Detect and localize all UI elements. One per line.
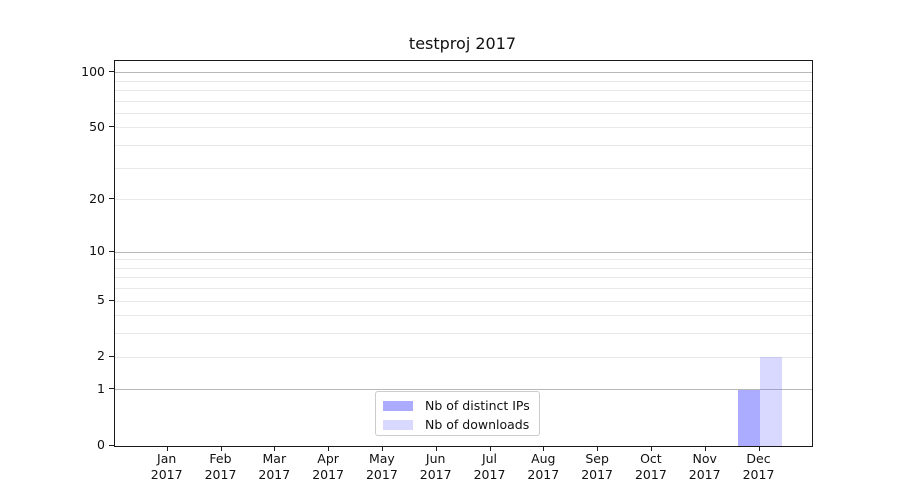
x-tick-mark — [650, 446, 652, 451]
gridline-major — [115, 72, 812, 74]
gridline-minor — [115, 259, 812, 261]
y-tick-mark — [109, 250, 114, 252]
x-tick-label-year: 2017 — [312, 467, 344, 482]
x-tick-label: Oct 2017 — [623, 451, 679, 483]
legend-label-distinct-ips: Nb of distinct IPs — [425, 398, 530, 413]
legend-item-distinct-ips: Nb of distinct IPs — [376, 397, 539, 415]
x-tick-mark — [597, 446, 599, 451]
y-tick-mark — [109, 388, 114, 390]
y-tick-label: 0 — [97, 437, 105, 452]
y-tick-label: 2 — [97, 348, 105, 364]
x-tick-mark — [381, 446, 383, 451]
y-tick-label: 5 — [97, 292, 105, 308]
gridline-major — [115, 389, 812, 391]
x-tick-label-year: 2017 — [742, 467, 775, 482]
gridline-minor — [115, 90, 812, 91]
x-tick-mark — [166, 446, 168, 451]
bar-downloads — [759, 357, 782, 446]
legend: Nb of distinct IPs Nb of downloads — [375, 391, 540, 436]
gridline-minor — [115, 145, 812, 147]
x-tick-label-year: 2017 — [150, 467, 183, 482]
x-tick-label-year: 2017 — [365, 467, 398, 482]
plot-area — [114, 60, 813, 447]
legend-swatch-distinct-ips — [383, 401, 413, 411]
y-tick-mark — [109, 355, 114, 357]
chart-title: testproj 2017 — [408, 34, 517, 53]
x-tick-label-year: 2017 — [581, 467, 613, 482]
x-tick-mark — [220, 446, 222, 451]
y-tick-label: 50 — [89, 118, 105, 134]
x-tick-label: Apr 2017 — [300, 451, 356, 483]
gridline-minor — [115, 80, 812, 82]
x-tick-label: Nov 2017 — [677, 451, 733, 483]
y-tick-label: 1 — [97, 380, 105, 396]
x-tick-label-year: 2017 — [419, 467, 452, 482]
y-tick-mark — [109, 126, 114, 128]
y-tick-mark — [109, 299, 114, 301]
gridline-minor — [115, 277, 812, 279]
x-tick-label-year: 2017 — [258, 467, 291, 482]
y-tick-label: 10 — [89, 243, 105, 258]
x-tick-label: Dec 2017 — [731, 451, 787, 483]
gridline-minor — [115, 315, 812, 317]
x-tick-mark — [758, 446, 760, 451]
x-tick-label-year: 2017 — [688, 467, 721, 482]
gridline-minor — [115, 300, 812, 302]
x-tick-label-year: 2017 — [204, 467, 237, 482]
x-tick-label: May 2017 — [354, 451, 410, 483]
y-tick-mark — [109, 444, 114, 446]
gridline-minor — [115, 288, 812, 290]
x-tick-mark — [489, 446, 491, 451]
x-tick-label-year: 2017 — [634, 467, 667, 482]
x-tick-label: Jul 2017 — [462, 451, 518, 483]
legend-label-downloads: Nb of downloads — [425, 417, 530, 432]
x-tick-label: Jun 2017 — [408, 451, 464, 483]
x-tick-label: Feb 2017 — [193, 451, 249, 483]
gridline-minor — [115, 333, 812, 335]
gridline-major — [115, 251, 812, 253]
gridline-minor — [115, 113, 812, 114]
y-tick-label: 100 — [81, 63, 105, 79]
x-tick-label-year: 2017 — [527, 467, 560, 482]
x-tick-mark — [435, 446, 437, 451]
bar-distinct-ips — [737, 389, 760, 446]
gridline-minor — [115, 267, 812, 269]
x-tick-label: Mar 2017 — [246, 451, 302, 483]
legend-item-downloads: Nb of downloads — [376, 416, 539, 434]
y-tick-label: 20 — [89, 190, 105, 206]
x-tick-label: Aug 2017 — [515, 451, 571, 483]
x-tick-mark — [274, 446, 276, 451]
x-tick-label: Sep 2017 — [569, 451, 625, 483]
y-tick-mark — [109, 71, 114, 73]
x-tick-label-year: 2017 — [473, 467, 506, 482]
gridline-minor — [115, 167, 812, 169]
x-tick-mark — [704, 446, 706, 451]
gridline-minor — [115, 199, 812, 201]
gridline-minor — [115, 356, 812, 358]
x-tick-mark — [328, 446, 330, 451]
gridline-minor — [115, 127, 812, 129]
x-tick-label: Jan 2017 — [139, 451, 195, 483]
x-tick-mark — [543, 446, 545, 451]
gridline-minor — [115, 100, 812, 102]
y-tick-mark — [109, 198, 114, 200]
legend-swatch-downloads — [383, 420, 413, 430]
